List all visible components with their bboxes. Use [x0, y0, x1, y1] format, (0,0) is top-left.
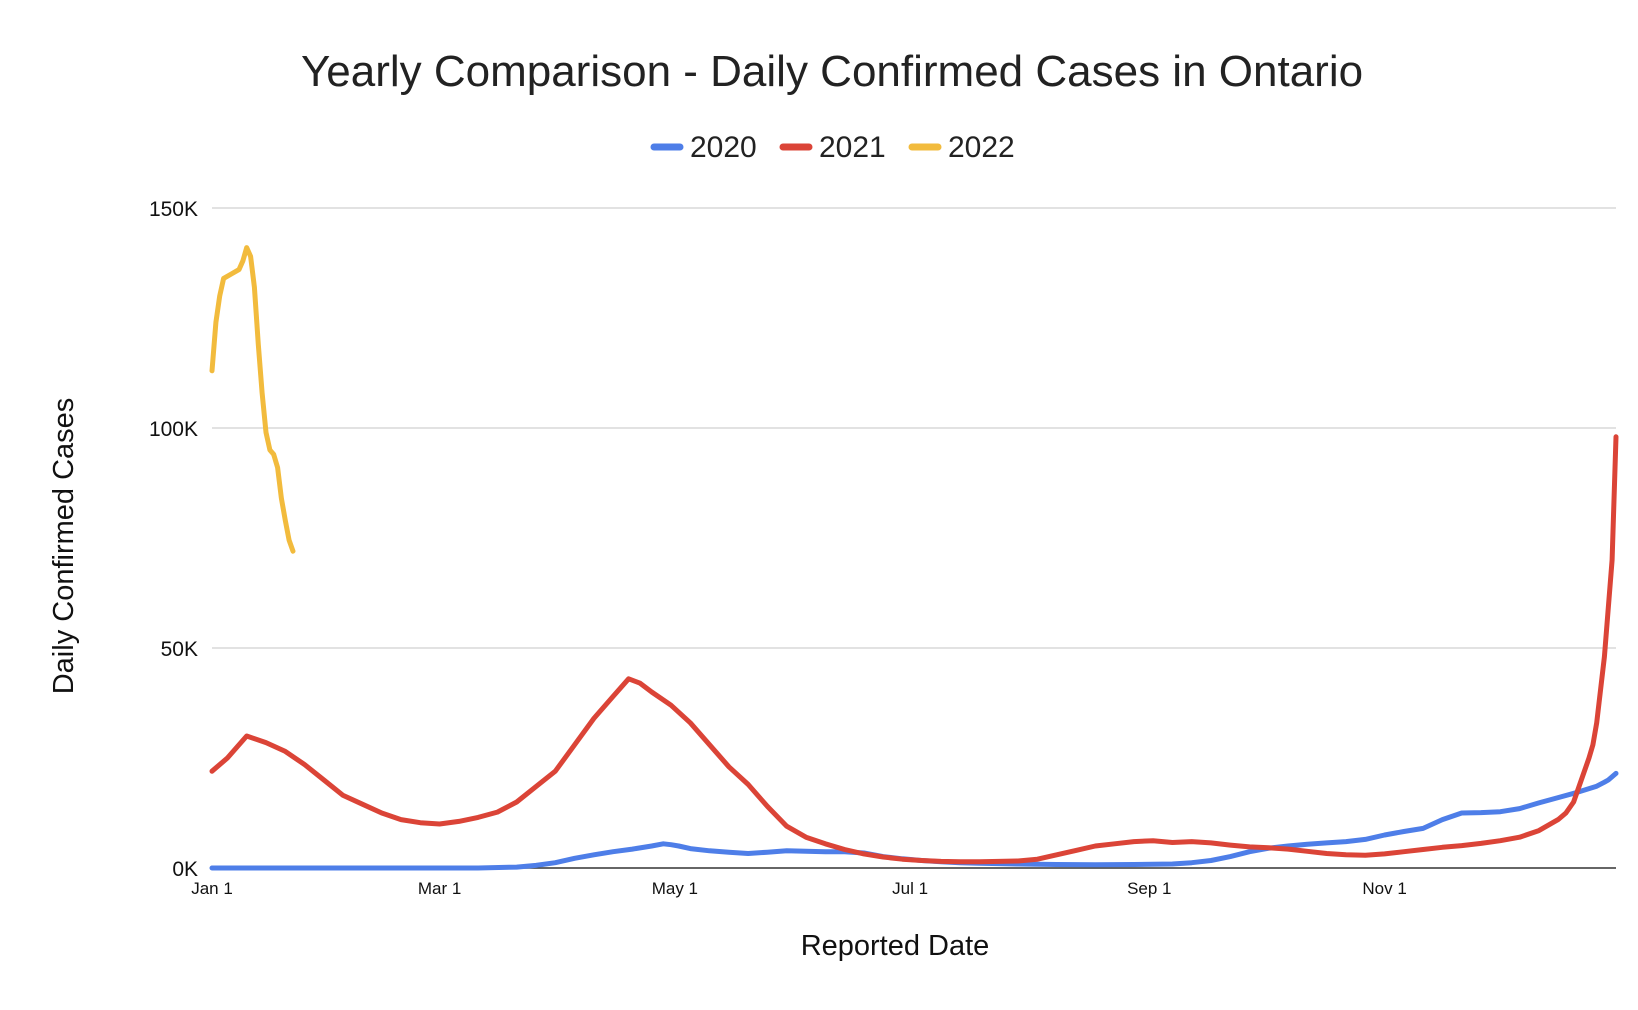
legend: 2020 2021 2022 — [650, 131, 1015, 164]
legend-item-2020[interactable]: 2020 — [650, 131, 757, 164]
x-axis-ticks: Jan 1 Mar 1 May 1 Jul 1 Sep 1 Nov 1 — [191, 879, 1407, 898]
x-tick-label-5: Nov 1 — [1362, 879, 1406, 898]
series-line-2020[interactable] — [209, 770, 1619, 871]
y-axis-ticks: 0K 50K 100K 150K — [149, 198, 198, 881]
series-lines — [209, 245, 1619, 871]
series-line-2022[interactable] — [209, 245, 296, 554]
y-axis-title: Daily Confirmed Cases — [48, 398, 80, 695]
legend-label-2020: 2020 — [690, 131, 757, 164]
y-tick-label-2: 100K — [149, 418, 198, 441]
legend-label-2022: 2022 — [948, 131, 1015, 164]
x-tick-label-0: Jan 1 — [191, 879, 233, 898]
x-tick-label-1: Mar 1 — [418, 879, 461, 898]
legend-label-2021: 2021 — [819, 131, 886, 164]
series-line-2021[interactable] — [209, 434, 1619, 865]
y-tick-label-1: 50K — [161, 638, 198, 661]
gridlines — [212, 207, 1616, 649]
x-tick-label-2: May 1 — [652, 879, 698, 898]
legend-item-2021[interactable]: 2021 — [779, 131, 886, 164]
legend-item-2022[interactable]: 2022 — [908, 131, 1015, 164]
y-tick-label-0: 0K — [172, 858, 198, 881]
x-axis-title: Reported Date — [801, 930, 990, 962]
chart-title: Yearly Comparison - Daily Confirmed Case… — [301, 47, 1363, 96]
x-tick-label-4: Sep 1 — [1127, 879, 1171, 898]
x-tick-label-3: Jul 1 — [892, 879, 928, 898]
y-tick-label-3: 150K — [149, 198, 198, 221]
